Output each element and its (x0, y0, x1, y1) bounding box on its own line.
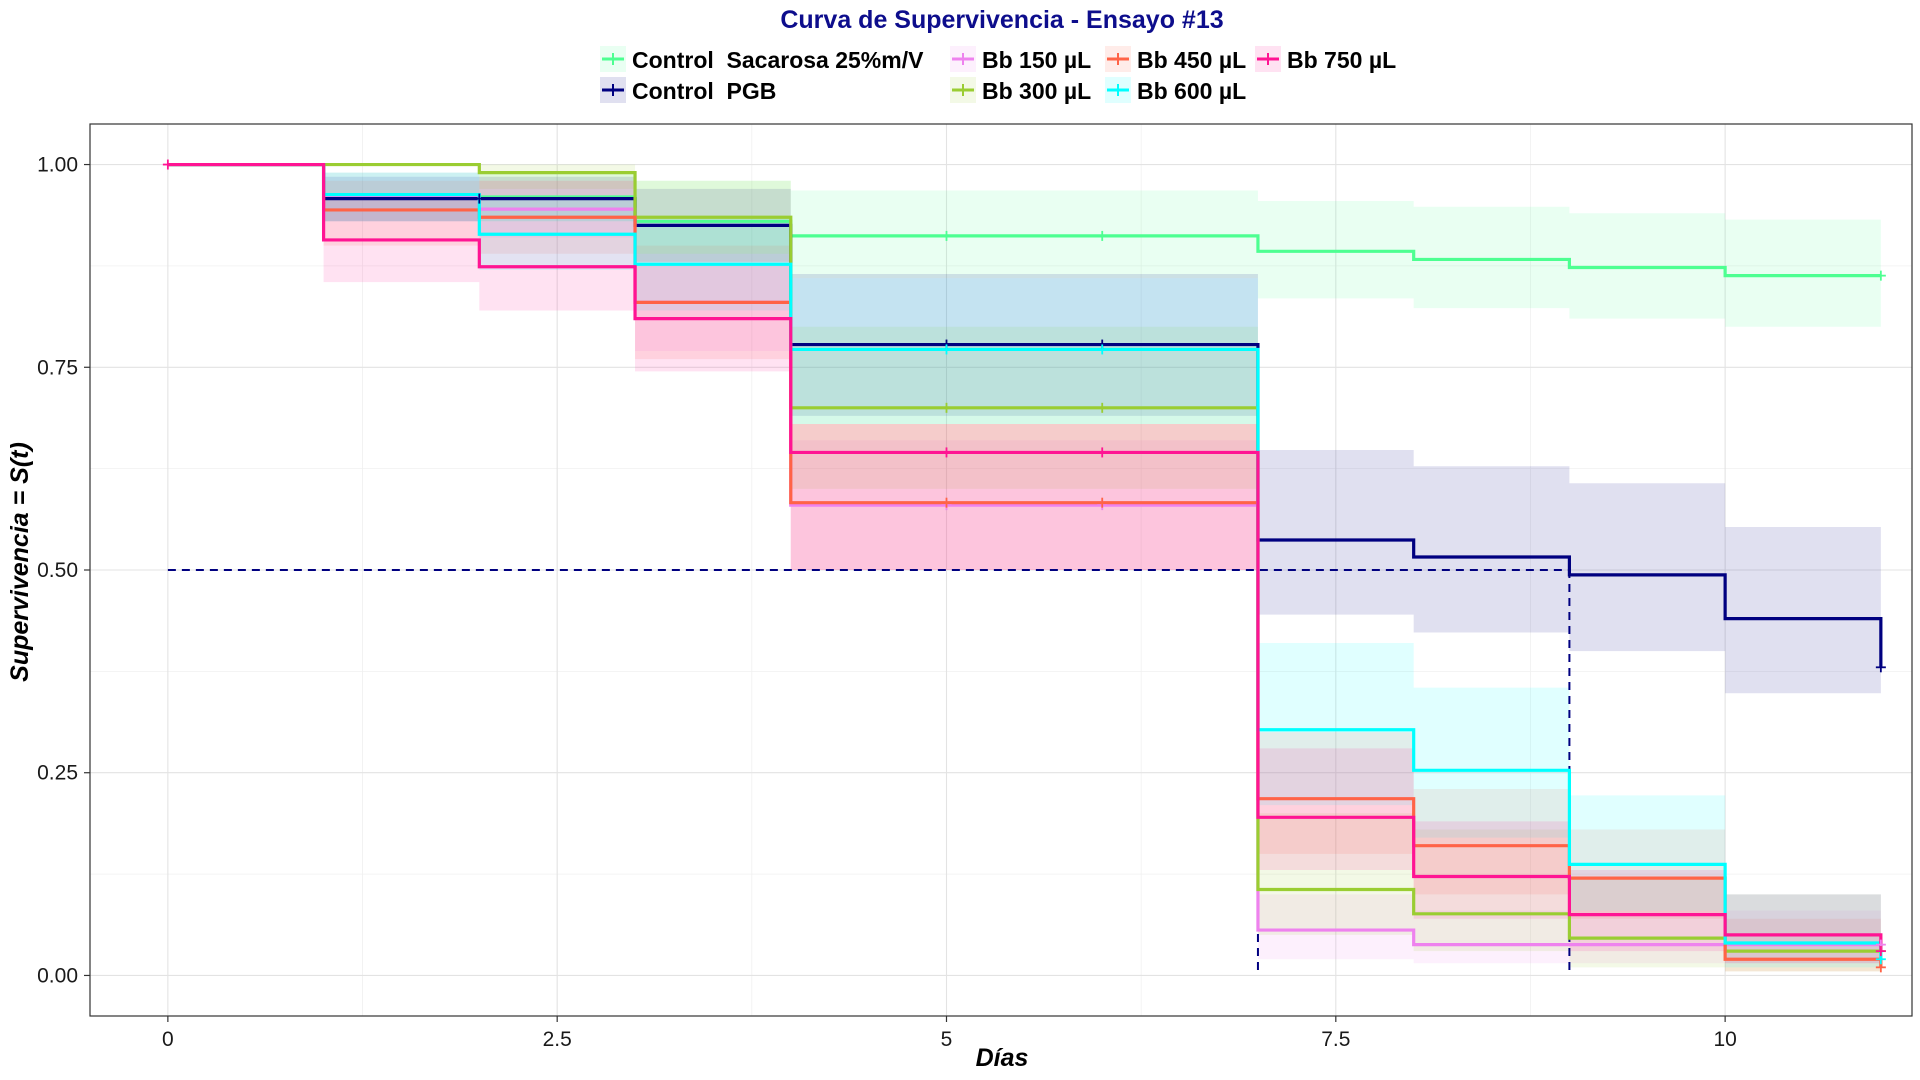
confidence-band-bb-600-ul (167, 164, 1881, 968)
y-tick-label: 1.00 (37, 154, 78, 177)
legend-item-bb-750-ul: Bb 750 µL (1255, 46, 1396, 73)
survival-curve-control-pgb (167, 162, 1883, 668)
censor-mark-control-sacarosa-25-m-v (1097, 230, 1108, 241)
censor-mark-bb-750-ul (1875, 946, 1886, 957)
x-tick-label: 5 (941, 1028, 953, 1051)
confidence-band-control-sacarosa-25-m-v (167, 164, 1881, 327)
legend-item-control-pgb: Control PGB (600, 77, 776, 104)
x-tick-label: 0 (162, 1028, 174, 1051)
y-tick-label: 0.00 (37, 964, 78, 987)
legend: Control Sacarosa 25%m/V Control PGB Bb 150… (600, 46, 1396, 104)
confidence-bands (167, 164, 1881, 972)
censor-mark-control-sacarosa-25-m-v (941, 230, 952, 241)
legend-label: Bb 750 µL (1287, 47, 1396, 73)
y-tick-label: 0.25 (37, 762, 78, 785)
censor-mark-bb-750-ul (162, 159, 173, 170)
legend-label: Control PGB (632, 78, 776, 104)
censor-mark-bb-300-ul (941, 402, 952, 413)
confidence-band-bb-150-ul (167, 164, 1881, 964)
censor-mark-control-pgb (474, 193, 485, 204)
censor-mark-bb-600-ul (1097, 344, 1108, 355)
y-tick-label: 0.75 (37, 356, 78, 379)
legend-item-control-sacarosa-25-m-v: Control Sacarosa 25%m/V (600, 46, 924, 73)
confidence-band-bb-750-ul (167, 164, 1881, 964)
chart-title: Curva de Supervivencia - Ensayo #13 (780, 6, 1223, 34)
legend-label: Bb 450 µL (1137, 47, 1246, 73)
plot-area (90, 124, 1912, 1016)
x-tick-label: 2.5 (543, 1028, 572, 1051)
censor-mark-bb-600-ul (941, 344, 952, 355)
censor-mark-bb-300-ul (1097, 402, 1108, 413)
legend-label: Bb 600 µL (1137, 78, 1246, 104)
confidence-band-bb-300-ul (167, 164, 1881, 972)
legend-item-bb-300-ul: Bb 300 µL (950, 77, 1091, 104)
legend-item-bb-450-ul: Bb 450 µL (1105, 46, 1246, 73)
x-axis: 0 2.5 5 7.5 10 (162, 1016, 1737, 1051)
censor-mark-bb-450-ul (941, 497, 952, 508)
censor-mark-control-pgb (1875, 662, 1886, 673)
x-tick-label: 10 (1713, 1028, 1736, 1051)
confidence-band-control-pgb (167, 164, 1881, 694)
y-axis: 0.00 0.25 0.50 0.75 1.00 (37, 154, 90, 987)
legend-label: Bb 150 µL (982, 47, 1091, 73)
y-axis-label: Supervivencia = S(t) (6, 442, 34, 682)
legend-label: Control Sacarosa 25%m/V (632, 47, 924, 73)
legend-item-bb-600-ul: Bb 600 µL (1105, 77, 1246, 104)
x-tick-label: 7.5 (1321, 1028, 1350, 1051)
censor-mark-control-sacarosa-25-m-v (1875, 270, 1886, 281)
legend-label: Bb 300 µL (982, 78, 1091, 104)
x-axis-label: Días (976, 1044, 1029, 1072)
confidence-band-bb-450-ul (167, 164, 1881, 972)
censor-mark-bb-450-ul (1097, 497, 1108, 508)
y-tick-label: 0.50 (37, 559, 78, 582)
censor-mark-bb-750-ul (941, 447, 952, 458)
legend-item-bb-150-ul: Bb 150 µL (950, 46, 1091, 73)
censor-mark-bb-750-ul (1097, 447, 1108, 458)
censor-marks (162, 159, 1886, 973)
